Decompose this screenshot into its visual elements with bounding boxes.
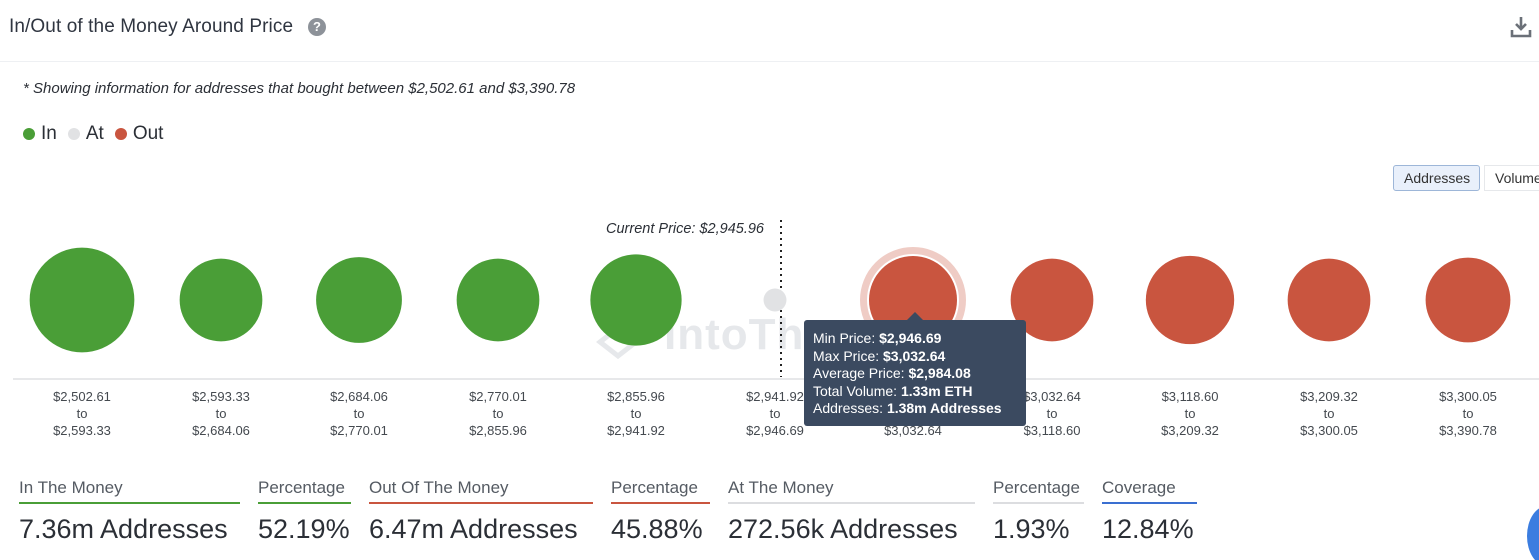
bucket-range-label: to — [770, 406, 781, 421]
summary-label: Percentage — [258, 478, 351, 504]
bucket-range-label: $3,300.05 — [1300, 423, 1358, 438]
bucket-range-label: $2,855.96 — [607, 389, 665, 404]
summary-out-percentage: Percentage 45.88% — [611, 478, 710, 545]
summary-value: 52.19% — [258, 514, 350, 544]
bucket-range-label: $2,770.01 — [469, 389, 527, 404]
tooltip-addresses-row: Addresses: 1.38m Addresses — [813, 400, 1002, 416]
bubble-in — [179, 258, 263, 342]
bucket-range-label: $3,209.32 — [1300, 389, 1358, 404]
download-icon[interactable] — [1510, 15, 1532, 39]
summary-out-of-the-money: Out Of The Money 6.47m Addresses — [369, 478, 593, 545]
bubble-in — [590, 254, 682, 346]
bucket-range-label: $2,941.92 — [607, 423, 665, 438]
help-chat-button[interactable] — [1527, 506, 1539, 560]
summary-label: Percentage — [993, 478, 1084, 504]
question-circle-icon[interactable]: ? — [308, 18, 326, 36]
summary-value: 45.88% — [611, 514, 703, 544]
legend-label-at: At — [85, 123, 104, 144]
summary-label: In The Money — [19, 478, 240, 504]
summary-label: Out Of The Money — [369, 478, 593, 504]
bucket-range-label: $2,941.92 — [746, 389, 804, 404]
bucket-range-label: to — [1324, 406, 1335, 421]
tooltip-max-price-row: Max Price: $3,032.64 — [813, 347, 946, 364]
bucket-range-label: to — [631, 406, 642, 421]
bubble-in — [316, 257, 402, 343]
legend-dot-in — [23, 128, 35, 140]
bucket-range-label: $2,593.33 — [192, 389, 250, 404]
bucket-range-label: $2,684.06 — [192, 423, 250, 438]
bubble-in — [456, 258, 540, 342]
panel-header: In/Out of the Money Around Price ? — [0, 0, 1539, 62]
legend-item-out[interactable]: Out — [114, 123, 164, 145]
bubble-out — [1425, 257, 1511, 343]
tooltip-min-price-row: Min Price: $2,946.69 — [813, 330, 942, 346]
summary-label: At The Money — [728, 478, 975, 504]
bucket-range-label: to — [1463, 406, 1474, 421]
bucket-range-label: $2,502.61 — [53, 389, 111, 404]
bucket-range-label: $3,118.60 — [1162, 389, 1219, 404]
summary-value: 7.36m Addresses — [19, 514, 228, 544]
legend-dot-out — [114, 128, 127, 140]
bubble-chart: Current Price: $2,945.96 $2,502.61 to $2,59… — [13, 220, 1539, 438]
tooltip-volume-row: Total Volume: 1.33m ETH — [813, 382, 973, 399]
bubble-out — [1010, 258, 1094, 342]
bucket-range-label: $3,300.05 — [1439, 389, 1497, 404]
summary-value: 272.56k Addresses — [728, 514, 958, 544]
bucket-range-label: $2,855.96 — [469, 423, 527, 438]
bubble-at — [763, 288, 787, 312]
bubble-out — [1145, 255, 1235, 345]
summary-in-the-money: In The Money 7.36m Addresses — [19, 478, 240, 545]
summary-coverage: Coverage 12.84% — [1102, 478, 1197, 545]
bubble-out — [1287, 258, 1371, 342]
bucket-range-label: $2,593.33 — [53, 423, 111, 438]
bucket-tooltip: Min Price: $2,946.69 Max Price: $3,032.6… — [804, 312, 1026, 426]
bubble-in — [29, 247, 135, 353]
addresses-toggle-button[interactable]: Addresses — [1393, 165, 1480, 191]
current-price-label: Current Price: $2,945.96 — [606, 221, 765, 237]
bucket-range-label: to — [493, 406, 504, 421]
bucket-range-label: $2,770.01 — [330, 423, 388, 438]
summary-label: Percentage — [611, 478, 710, 504]
legend-label-in: In — [41, 123, 57, 144]
panel-title: In/Out of the Money Around Price — [9, 16, 294, 37]
summary-label: Coverage — [1102, 478, 1197, 504]
bucket-range-label: to — [216, 406, 227, 421]
bucket-range-label: to — [354, 406, 365, 421]
summary-value: 1.93% — [993, 514, 1070, 544]
legend-item-at[interactable]: At — [67, 123, 104, 145]
summary-in-percentage: Percentage 52.19% — [258, 478, 351, 545]
volume-toggle-button[interactable]: Volume — [1484, 165, 1539, 191]
summary-at-the-money: At The Money 272.56k Addresses — [728, 478, 975, 545]
summary-at-percentage: Percentage 1.93% — [993, 478, 1084, 545]
summary-value: 12.84% — [1102, 514, 1194, 544]
bucket-range-label: $3,118.60 — [1024, 423, 1081, 438]
price-range-note: * Showing information for addresses that… — [23, 80, 576, 97]
bucket-range-label: $2,684.06 — [330, 389, 388, 404]
bucket-range-label: $3,390.78 — [1439, 423, 1497, 438]
bucket-range-label: to — [1047, 406, 1058, 421]
bucket-range-label: $3,209.32 — [1161, 423, 1219, 438]
watermark-text: IntoThe — [664, 310, 830, 359]
legend-label-out: Out — [132, 123, 164, 144]
chart-legend: In At Out — [23, 123, 174, 145]
bucket-range-label: to — [77, 406, 88, 421]
summary-value: 6.47m Addresses — [369, 514, 578, 544]
bucket-range-label: $3,032.64 — [884, 423, 942, 438]
bucket-range-label: to — [1185, 406, 1196, 421]
bucket-range-label: $2,946.69 — [746, 423, 804, 438]
legend-dot-at — [67, 128, 80, 140]
bucket-range-label: $3,032.64 — [1023, 389, 1081, 404]
tooltip-avg-price-row: Average Price: $2,984.08 — [813, 365, 971, 381]
legend-item-in[interactable]: In — [23, 123, 57, 145]
